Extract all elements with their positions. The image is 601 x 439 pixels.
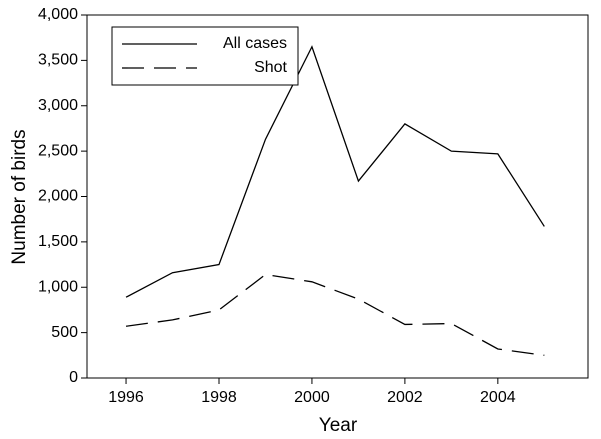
legend-label: Shot: [254, 59, 287, 76]
y-tick-label: 500: [51, 324, 78, 341]
y-tick-label: 4,000: [38, 6, 78, 23]
x-tick-label: 2002: [387, 389, 423, 406]
y-tick-label: 3,500: [38, 52, 78, 69]
x-tick-label: 2000: [294, 389, 330, 406]
y-tick-label: 0: [69, 369, 78, 386]
y-tick-label: 3,000: [38, 97, 78, 114]
y-tick-label: 1,500: [38, 233, 78, 250]
x-tick-label: 2004: [480, 389, 516, 406]
series-line: [125, 273, 545, 356]
x-tick-label: 1996: [108, 389, 144, 406]
y-tick-label: 2,500: [38, 142, 78, 159]
legend-label: All cases: [223, 35, 287, 52]
legend-box: [111, 26, 299, 86]
y-tick-label: 2,000: [38, 188, 78, 205]
y-tick-label: 1,000: [38, 278, 78, 295]
series-line: [125, 45, 545, 298]
x-axis-label: Year: [319, 415, 358, 436]
x-tick-label: 1998: [201, 389, 237, 406]
y-axis-label: Number of birds: [9, 129, 30, 264]
